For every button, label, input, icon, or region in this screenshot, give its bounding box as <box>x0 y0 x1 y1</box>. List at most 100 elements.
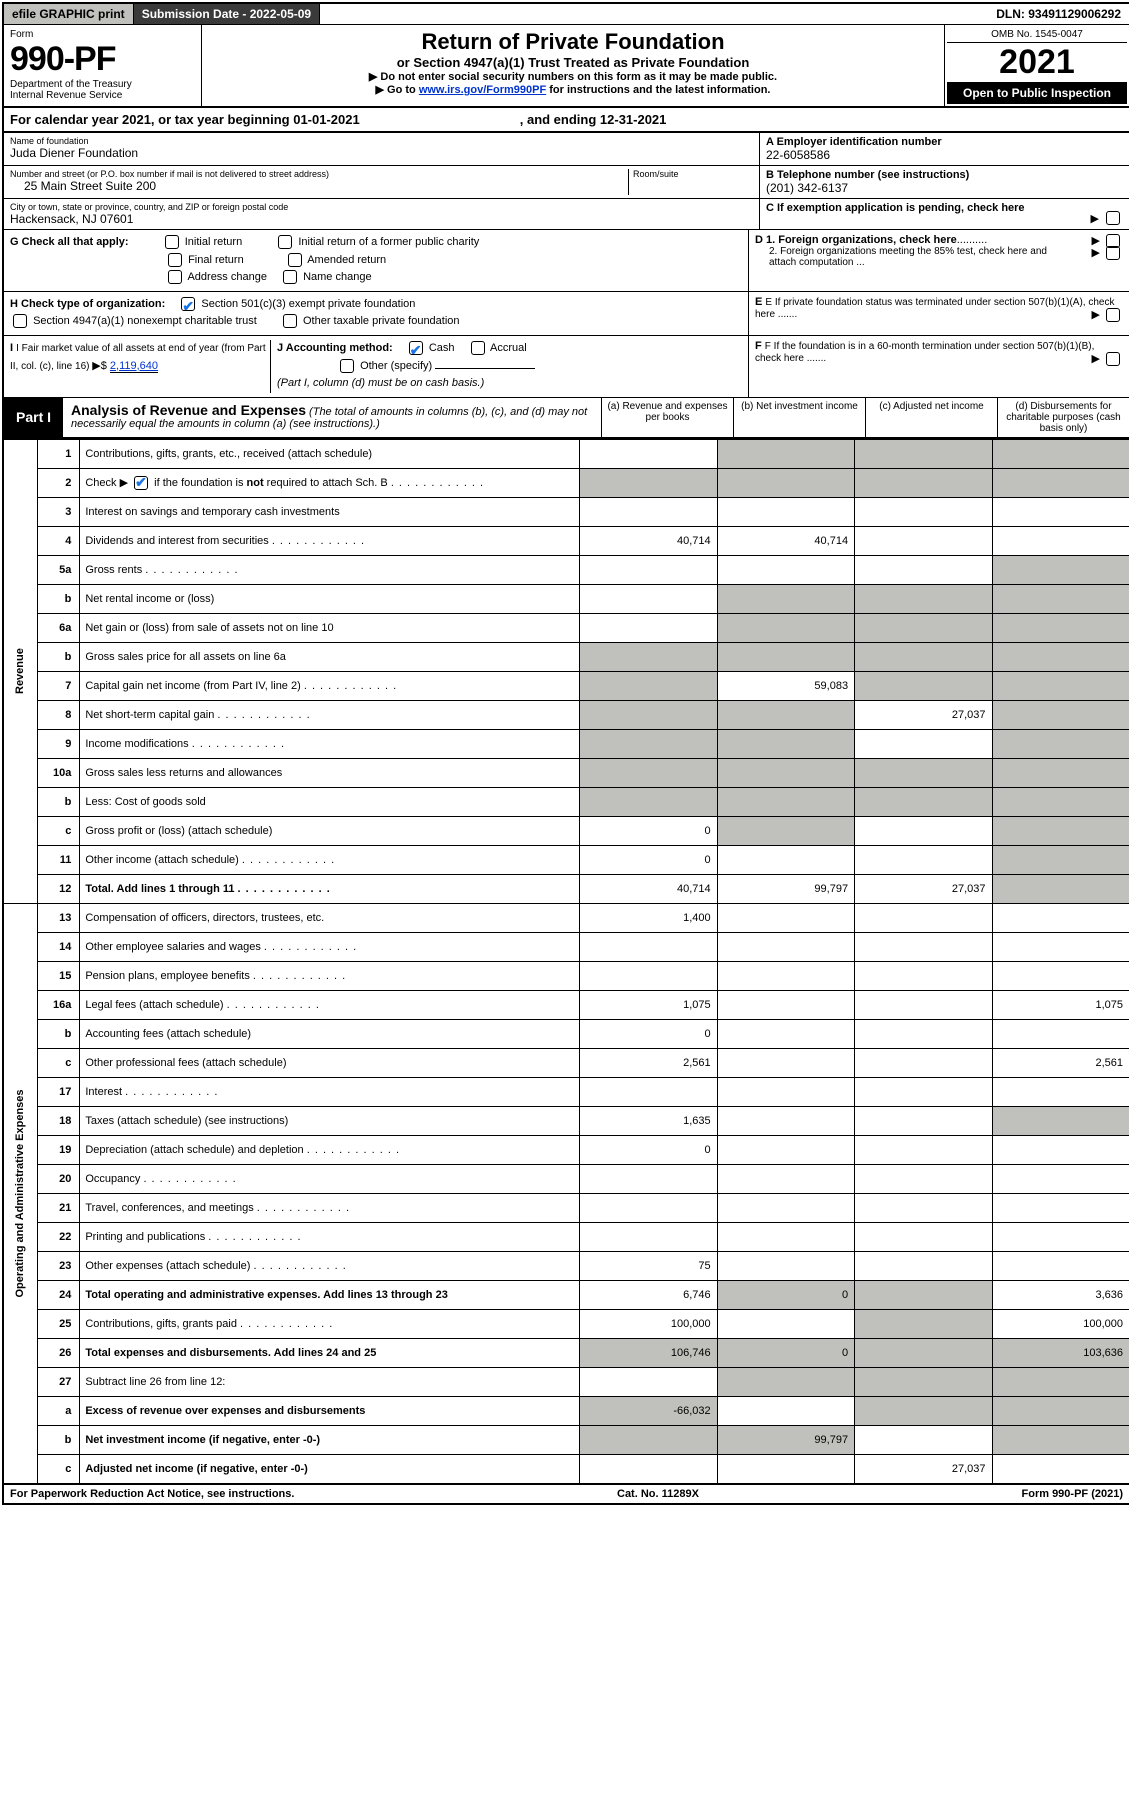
cash-label: Cash <box>429 342 455 354</box>
cell-b <box>717 1077 854 1106</box>
cell-b <box>717 1367 854 1396</box>
d2-label: 2. Foreign organizations meeting the 85%… <box>755 246 1049 268</box>
addr-value: 25 Main Street Suite 200 <box>10 179 628 193</box>
instr-line2: ▶ Go to www.irs.gov/Form990PF for instru… <box>212 83 934 96</box>
h-501c3-checkbox[interactable] <box>181 297 195 311</box>
schb-checkbox[interactable] <box>134 476 148 490</box>
cell-d <box>992 1396 1129 1425</box>
row-number: 22 <box>37 1222 80 1251</box>
instr2-post: for instructions and the latest informat… <box>546 84 770 96</box>
row-number: 1 <box>37 439 80 468</box>
e-checkbox[interactable] <box>1106 308 1120 322</box>
form-url-link[interactable]: www.irs.gov/Form990PF <box>419 84 546 96</box>
row-number: 3 <box>37 497 80 526</box>
cell-d: 100,000 <box>992 1309 1129 1338</box>
initial-return-checkbox[interactable] <box>165 235 179 249</box>
cell-b <box>717 1454 854 1484</box>
cell-d <box>992 1425 1129 1454</box>
row-label: Other expenses (attach schedule) <box>80 1251 580 1280</box>
cell-c <box>855 816 992 845</box>
cell-d <box>992 584 1129 613</box>
row-number: 6a <box>37 613 80 642</box>
cell-a <box>580 613 717 642</box>
c-checkbox[interactable] <box>1106 211 1120 225</box>
h-4947-checkbox[interactable] <box>13 314 27 328</box>
cell-d <box>992 1454 1129 1484</box>
final-return-checkbox[interactable] <box>168 253 182 267</box>
cell-b <box>717 1396 854 1425</box>
cell-a <box>580 787 717 816</box>
cell-c <box>855 1077 992 1106</box>
cell-d <box>992 1106 1129 1135</box>
row-label: Interest on savings and temporary cash i… <box>80 497 580 526</box>
cell-a: 0 <box>580 1135 717 1164</box>
cell-b <box>717 439 854 468</box>
cash-checkbox[interactable] <box>409 341 423 355</box>
name-label: Name of foundation <box>10 136 753 146</box>
row-number: a <box>37 1396 80 1425</box>
cell-d: 2,561 <box>992 1048 1129 1077</box>
cell-b: 99,797 <box>717 874 854 903</box>
cell-a <box>580 729 717 758</box>
row-number: 7 <box>37 671 80 700</box>
cell-a <box>580 1222 717 1251</box>
city-label: City or town, state or province, country… <box>10 202 753 212</box>
footer-left: For Paperwork Reduction Act Notice, see … <box>10 1488 294 1500</box>
cell-a <box>580 584 717 613</box>
h-other-label: Other taxable private foundation <box>303 315 460 327</box>
j-label: J Accounting method: <box>277 342 393 354</box>
c-label: C If exemption application is pending, c… <box>766 202 1025 214</box>
cell-c <box>855 439 992 468</box>
room-label: Room/suite <box>633 169 753 179</box>
address-change-checkbox[interactable] <box>168 270 182 284</box>
row-label: Net investment income (if negative, ente… <box>80 1425 580 1454</box>
cell-d <box>992 1077 1129 1106</box>
initial-former-label: Initial return of a former public charit… <box>298 236 479 248</box>
cell-b: 40,714 <box>717 526 854 555</box>
cell-c <box>855 1251 992 1280</box>
cell-b <box>717 1309 854 1338</box>
row-label: Gross sales price for all assets on line… <box>80 642 580 671</box>
row-label: Other professional fees (attach schedule… <box>80 1048 580 1077</box>
cell-d <box>992 497 1129 526</box>
cell-d <box>992 526 1129 555</box>
expenses-side-label: Operating and Administrative Expenses <box>3 903 37 1484</box>
cell-b <box>717 584 854 613</box>
phone-value: (201) 342-6137 <box>766 181 1123 195</box>
form-number: 990-PF <box>10 40 195 79</box>
cell-a: 0 <box>580 816 717 845</box>
i-value[interactable]: 2,119,640 <box>110 360 158 373</box>
row-number: 16a <box>37 990 80 1019</box>
cell-c <box>855 1135 992 1164</box>
cell-c <box>855 1396 992 1425</box>
accrual-checkbox[interactable] <box>471 341 485 355</box>
other-spec-checkbox[interactable] <box>340 359 354 373</box>
h-label: H Check type of organization: <box>10 298 165 310</box>
cell-c <box>855 613 992 642</box>
row-number: 11 <box>37 845 80 874</box>
f-checkbox[interactable] <box>1106 352 1120 366</box>
submission-date-button[interactable]: Submission Date - 2022-05-09 <box>134 4 320 24</box>
amended-checkbox[interactable] <box>288 253 302 267</box>
cell-b <box>717 1048 854 1077</box>
cell-c <box>855 903 992 932</box>
row-number: b <box>37 787 80 816</box>
dept-label: Department of the Treasury <box>10 79 195 90</box>
cash-basis-note: (Part I, column (d) must be on cash basi… <box>277 377 484 389</box>
cell-a <box>580 1164 717 1193</box>
name-change-checkbox[interactable] <box>283 270 297 284</box>
row-label: Contributions, gifts, grants, etc., rece… <box>80 439 580 468</box>
row-label: Other income (attach schedule) <box>80 845 580 874</box>
initial-former-checkbox[interactable] <box>278 235 292 249</box>
d2-checkbox[interactable] <box>1106 246 1120 260</box>
cell-d <box>992 903 1129 932</box>
row-label: Legal fees (attach schedule) <box>80 990 580 1019</box>
cell-d <box>992 1135 1129 1164</box>
h-other-checkbox[interactable] <box>283 314 297 328</box>
col-d-header: (d) Disbursements for charitable purpose… <box>998 398 1129 437</box>
efile-button[interactable]: efile GRAPHIC print <box>4 4 134 24</box>
footer-center: Cat. No. 11289X <box>617 1488 699 1500</box>
footer-right: Form 990-PF (2021) <box>1022 1488 1124 1500</box>
cell-c: 27,037 <box>855 1454 992 1484</box>
cell-a <box>580 932 717 961</box>
